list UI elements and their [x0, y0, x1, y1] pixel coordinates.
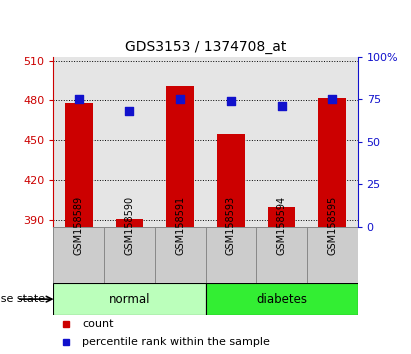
Bar [53, 227, 104, 283]
Text: GSM158591: GSM158591 [175, 196, 185, 255]
Bar [256, 57, 307, 227]
Bar [53, 57, 104, 227]
Bar [155, 227, 206, 283]
Text: diabetes: diabetes [256, 293, 307, 306]
Point [76, 96, 82, 102]
Bar [104, 57, 155, 227]
Bar [155, 57, 206, 227]
Text: GSM158594: GSM158594 [277, 196, 286, 255]
Text: percentile rank within the sample: percentile rank within the sample [82, 337, 270, 347]
Point [329, 96, 335, 102]
Bar [256, 227, 307, 283]
Text: count: count [82, 319, 114, 329]
Bar [104, 227, 155, 283]
Point [228, 98, 234, 104]
Bar [206, 283, 358, 315]
Bar [206, 57, 256, 227]
Text: normal: normal [109, 293, 150, 306]
Text: GSM158590: GSM158590 [125, 196, 134, 255]
Text: GSM158593: GSM158593 [226, 196, 236, 255]
Point [126, 108, 133, 114]
Bar [268, 207, 296, 227]
Bar [307, 57, 358, 227]
Bar [53, 283, 206, 315]
Bar [307, 227, 358, 283]
Text: GSM158595: GSM158595 [327, 196, 337, 255]
Text: disease state: disease state [0, 294, 45, 304]
Point [177, 96, 183, 102]
Bar [206, 227, 256, 283]
Bar [65, 103, 93, 227]
Bar [217, 133, 245, 227]
Bar [115, 218, 143, 227]
Title: GDS3153 / 1374708_at: GDS3153 / 1374708_at [125, 40, 286, 54]
Text: GSM158589: GSM158589 [74, 196, 84, 255]
Point [278, 103, 285, 109]
Bar [166, 86, 194, 227]
Bar [318, 98, 346, 227]
